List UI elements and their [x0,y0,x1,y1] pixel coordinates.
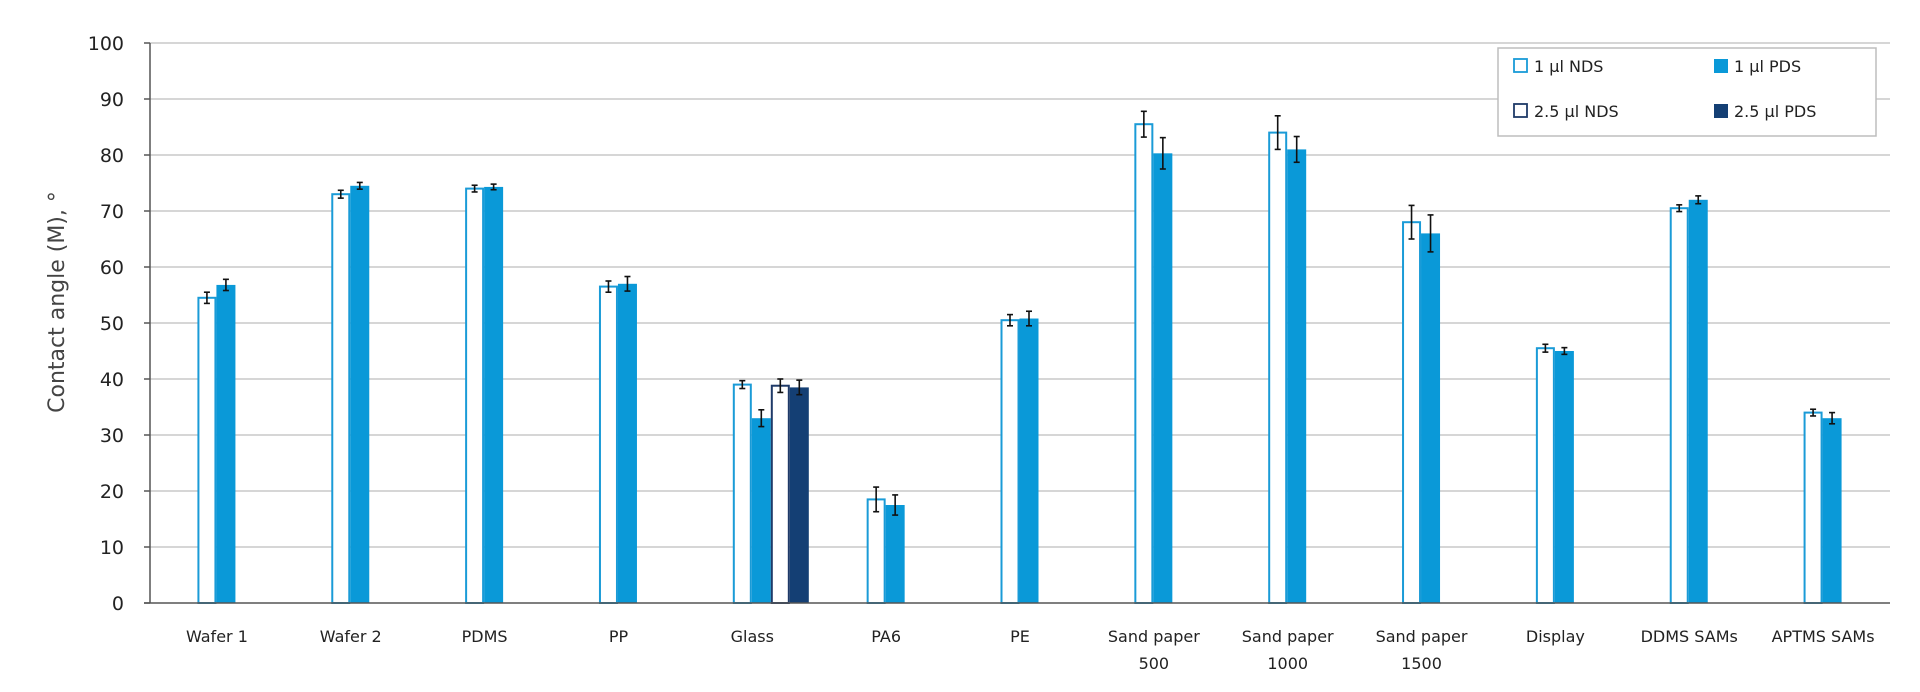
bar [1803,411,1823,604]
category-label: 1500 [1401,654,1442,673]
bar [1669,207,1689,604]
bar [216,284,236,603]
category-label: PP [609,627,629,646]
legend-label: 1 μl PDS [1734,57,1801,76]
legend-swatch [1714,104,1728,118]
bar [1554,351,1574,603]
y-tick-label: 50 [100,313,124,335]
bar [350,185,370,604]
y-tick-label: 10 [100,537,124,559]
y-tick-label: 30 [100,425,124,447]
category-label: Display [1526,627,1585,646]
bar [732,383,752,604]
bar [1268,131,1288,604]
y-tick-label: 0 [112,593,124,615]
bar [617,283,637,603]
bar [484,186,504,604]
bar [1019,318,1039,603]
legend-swatch [1714,59,1728,73]
y-tick-label: 70 [100,201,124,223]
bar [789,387,809,603]
bar [1402,221,1422,604]
bar [465,187,485,604]
category-label: PE [1010,627,1030,646]
bar [598,285,618,604]
category-label: Wafer 2 [320,627,382,646]
y-tick-label: 60 [100,257,124,279]
bar [1000,319,1020,604]
bar [1153,153,1173,603]
y-axis-label: Contact angle (M), ° [45,191,70,413]
category-label: APTMS SAMs [1772,627,1875,646]
legend-swatch [1513,103,1528,118]
error-bars [203,110,1836,516]
category-label: Sand paper [1242,627,1334,646]
bar [1688,199,1708,604]
y-tick-label: 40 [100,369,124,391]
y-tick-label: 20 [100,481,124,503]
bar [1822,418,1842,603]
legend-swatch [1513,58,1528,73]
y-tick-label: 100 [88,33,124,55]
bar [866,498,886,604]
legend-box [1497,47,1877,137]
y-tick-label: 90 [100,89,124,111]
y-tick-labels: 0 10 20 30 40 50 60 70 80 90 100 [88,33,124,615]
y-tick-label: 80 [100,145,124,167]
category-label: DDMS SAMs [1641,627,1738,646]
axes [144,42,1890,604]
category-label: Sand paper [1108,627,1200,646]
category-label: 1000 [1267,654,1308,673]
category-label: PA6 [871,627,901,646]
category-label: Wafer 1 [186,627,248,646]
bar [1287,149,1307,603]
bar [751,418,771,603]
legend-label: 1 μl NDS [1534,57,1603,76]
legend-label: 2.5 μl PDS [1734,102,1816,121]
category-label: Sand paper [1376,627,1468,646]
bar [1134,123,1154,604]
category-label: PDMS [462,627,508,646]
legend: 1 μl NDS 1 μl PDS 2.5 μl NDS 2.5 μl PDS [1497,47,1877,137]
category-labels: Wafer 1 Wafer 2 PDMS PP Glass PA6 PE Sand paper… [186,627,1875,673]
bar [1421,233,1441,603]
bar [331,193,351,604]
category-label: Glass [731,627,774,646]
legend-label: 2.5 μl NDS [1534,102,1619,121]
bar [1535,347,1555,605]
bars [197,123,1842,605]
bar [197,296,217,604]
category-label: 500 [1139,654,1170,673]
bar [770,384,790,604]
bar [885,505,905,603]
